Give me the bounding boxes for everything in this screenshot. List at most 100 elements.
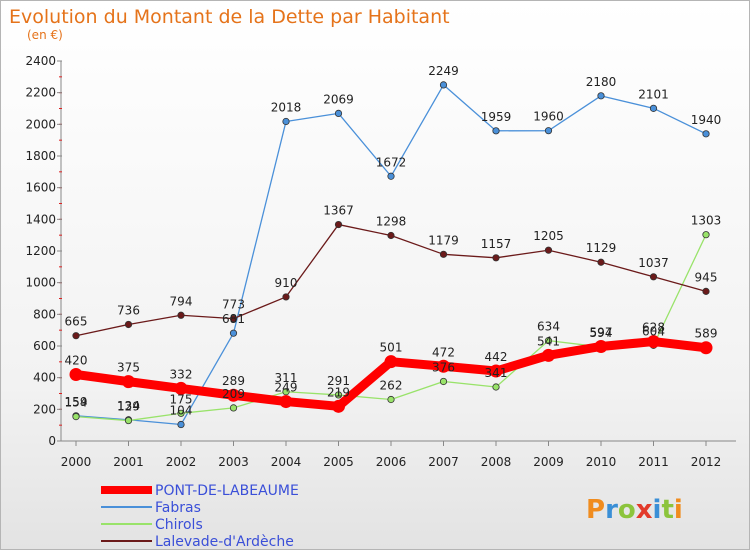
data-label-lalevade-d-ard-che: 1157 (481, 237, 512, 251)
data-point-pont-de-labeaume (122, 375, 135, 389)
data-label-fabras: 159 (65, 395, 88, 409)
data-label-lalevade-d-ard-che: 794 (170, 294, 193, 308)
y-tick-label: 600 (33, 339, 56, 353)
data-point-lalevade-d-ard-che (702, 287, 710, 295)
data-point-lalevade-d-ard-che (597, 258, 605, 266)
data-label-fabras: 134 (117, 399, 140, 413)
data-point-pont-de-labeaume (174, 381, 188, 395)
data-label-pont-de-labeaume: 249 (275, 381, 298, 395)
x-tick-label: 2012 (691, 455, 722, 469)
data-label-chirols: 175 (170, 392, 193, 406)
x-tick-label: 2005 (323, 455, 354, 469)
data-point-fabras (229, 329, 238, 337)
data-point-lalevade-d-ard-che (387, 231, 395, 240)
data-point-pont-de-labeaume (699, 341, 713, 355)
data-label-lalevade-d-ard-che: 910 (275, 276, 298, 290)
data-point-pont-de-labeaume (227, 388, 240, 402)
data-label-chirols: 129 (117, 400, 140, 414)
data-label-lalevade-d-ard-che: 1179 (428, 233, 459, 247)
data-point-lalevade-d-ard-che (282, 293, 290, 301)
data-point-chirols (177, 409, 185, 417)
data-label-fabras: 2018 (271, 100, 302, 114)
y-tick-label: 2200 (25, 86, 56, 100)
data-point-pont-de-labeaume (489, 364, 503, 378)
y-tick-label: 800 (33, 307, 56, 321)
data-labels: 420 375 332 289 249 219 501 472 442 541 597 628 589 1… (65, 64, 722, 418)
data-label-fabras: 1672 (376, 155, 407, 169)
data-point-chirols (492, 383, 500, 391)
data-label-lalevade-d-ard-che: 1367 (323, 204, 354, 218)
data-label-pont-de-labeaume: 472 (432, 345, 455, 359)
data-point-chirols (282, 388, 290, 396)
data-point-chirols (124, 416, 133, 425)
data-label-pont-de-labeaume: 420 (65, 354, 88, 368)
y-tick-label: 0 (48, 434, 56, 448)
data-label-lalevade-d-ard-che: 773 (222, 298, 245, 312)
chart-title: Evolution du Montant de la Dette par Hab… (9, 6, 450, 28)
data-label-lalevade-d-ard-che: 1037 (638, 256, 669, 270)
data-point-pont-de-labeaume (594, 339, 608, 353)
data-label-pont-de-labeaume: 289 (222, 374, 245, 388)
data-point-chirols (334, 391, 343, 399)
data-label-chirols: 1303 (691, 214, 722, 228)
y-tick-label: 1200 (25, 244, 56, 258)
x-tick-label: 2009 (533, 455, 564, 469)
data-label-fabras: 1959 (481, 110, 512, 124)
data-label-lalevade-d-ard-che: 1129 (586, 241, 617, 255)
data-label-lalevade-d-ard-che: 665 (65, 315, 88, 329)
data-label-fabras: 2249 (428, 64, 459, 78)
y-tick-label: 2000 (25, 117, 56, 131)
data-label-pont-de-labeaume: 442 (485, 350, 508, 364)
data-label-lalevade-d-ard-che: 736 (117, 303, 140, 317)
series-layer (69, 81, 713, 429)
y-tick-label: 400 (33, 371, 56, 385)
legend-label: Chirols (155, 517, 203, 533)
proxiti-logo: Proxiti (586, 495, 683, 525)
data-point-lalevade-d-ard-che (229, 315, 238, 323)
chart-subtitle: (en €) (27, 28, 63, 42)
data-label-fabras: 681 (222, 312, 245, 326)
data-label-pont-de-labeaume: 219 (327, 385, 350, 399)
data-point-lalevade-d-ard-che (544, 246, 553, 254)
data-point-pont-de-labeaume (279, 395, 293, 409)
y-tick-label: 1000 (25, 276, 56, 290)
data-point-lalevade-d-ard-che (124, 320, 133, 329)
data-point-fabras (702, 130, 710, 138)
data-label-chirols: 291 (327, 374, 350, 388)
legend-label: Lalevade-d'Ardèche (155, 534, 294, 549)
data-point-chirols (72, 413, 80, 421)
legend-label: Fabras (155, 500, 201, 516)
data-point-chirols (702, 231, 710, 239)
data-point-chirols (439, 377, 448, 386)
data-label-lalevade-d-ard-che: 1205 (533, 229, 564, 243)
data-point-chirols (229, 404, 238, 412)
data-label-pont-de-labeaume: 628 (642, 321, 665, 335)
data-label-fabras: 2180 (586, 75, 617, 89)
data-point-fabras (492, 127, 500, 135)
data-point-lalevade-d-ard-che (649, 273, 658, 281)
data-point-pont-de-labeaume (69, 368, 83, 381)
data-point-fabras (282, 117, 290, 126)
data-point-pont-de-labeaume (332, 399, 345, 413)
x-tick-label: 2000 (61, 455, 92, 469)
data-label-pont-de-labeaume: 375 (117, 361, 140, 375)
data-point-pont-de-labeaume (384, 355, 398, 369)
data-label-fabras: 104 (170, 404, 193, 418)
y-tick-label: 1800 (25, 149, 56, 163)
data-point-chirols (387, 395, 395, 404)
axes: 0 200 400 600 800 1000 1200 1400 1600 1800 2000 220… (25, 54, 736, 469)
data-label-fabras: 2069 (323, 92, 354, 106)
data-label-chirols: 604 (642, 324, 665, 338)
data-label-chirols: 341 (485, 366, 508, 380)
data-point-fabras (649, 104, 658, 112)
x-tick-label: 2007 (428, 455, 459, 469)
data-point-pont-de-labeaume (542, 348, 555, 362)
data-label-chirols: 311 (275, 371, 298, 385)
data-label-pont-de-labeaume: 541 (537, 334, 560, 348)
data-label-pont-de-labeaume: 597 (590, 325, 613, 339)
legend: PONT-DE-LABEAUMEFabrasChirolsLalevade-d'… (101, 483, 299, 549)
data-label-chirols: 154 (65, 396, 88, 410)
data-point-lalevade-d-ard-che (72, 332, 80, 340)
data-label-fabras: 1960 (533, 110, 564, 124)
